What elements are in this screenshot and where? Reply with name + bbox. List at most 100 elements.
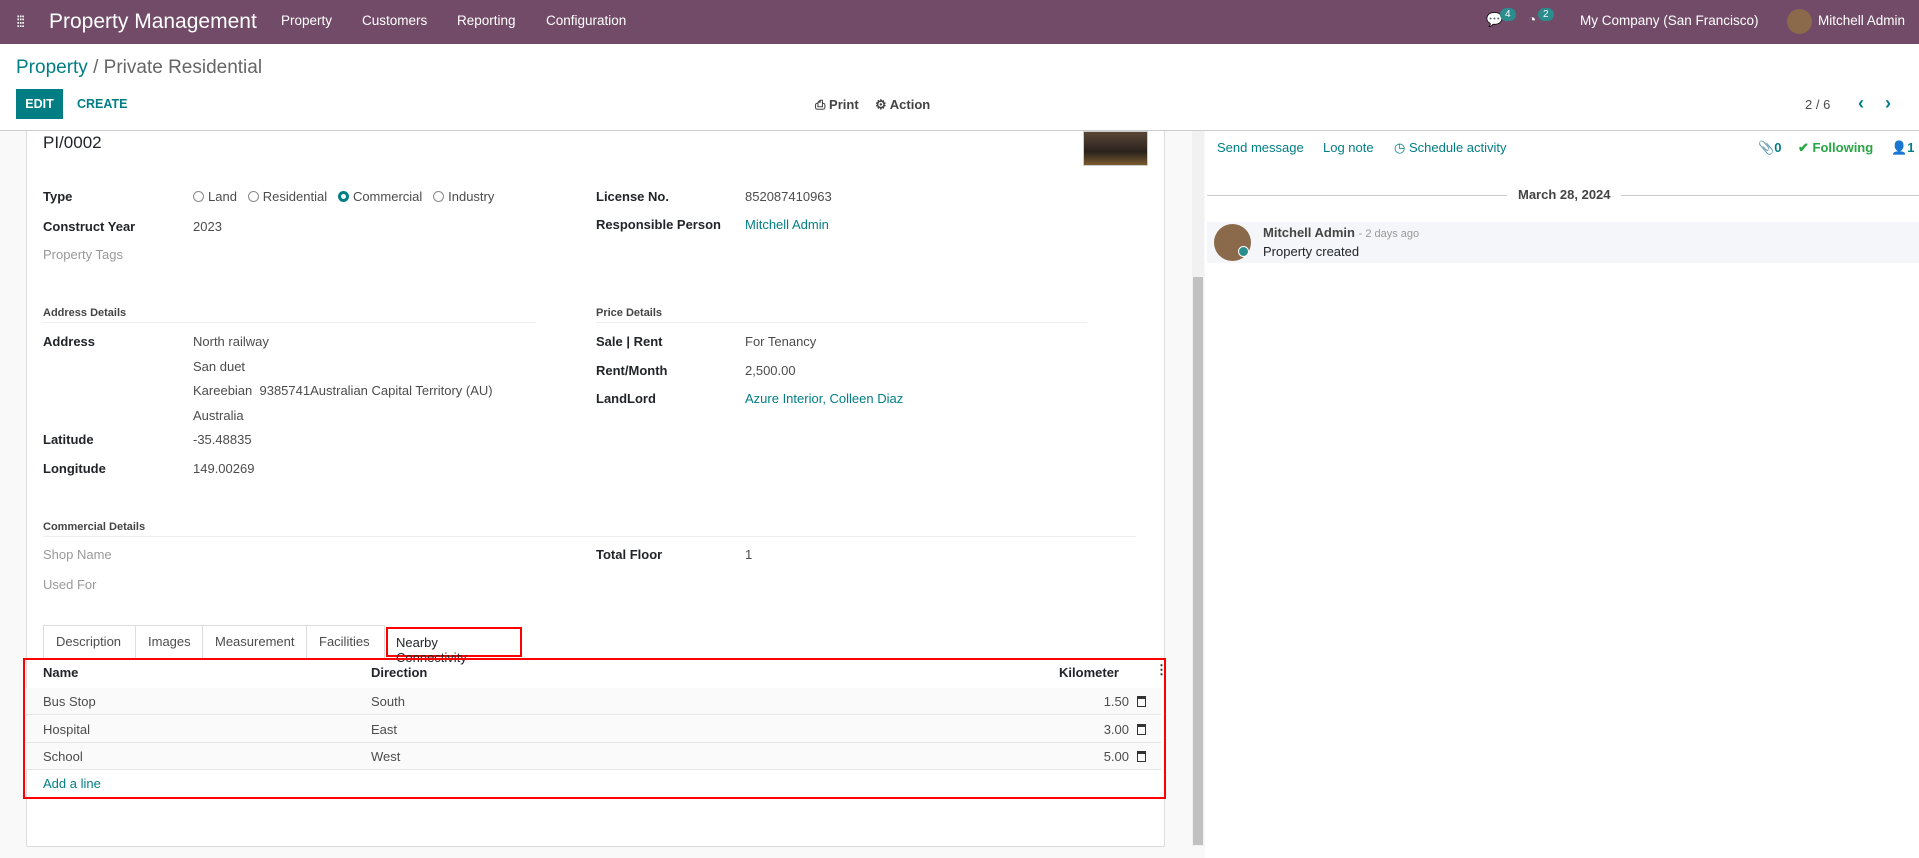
sale-rent-field[interactable]: For Tenancy (745, 334, 817, 349)
menu-reporting[interactable]: Reporting (457, 13, 516, 28)
user-avatar[interactable] (1787, 9, 1812, 34)
rent-month-field[interactable]: 2,500.00 (745, 363, 796, 378)
total-floor-field[interactable]: 1 (745, 547, 753, 562)
divider (1621, 195, 1919, 196)
message-time: - 2 days ago (1358, 228, 1420, 240)
activities-icon[interactable]: ◔ (1528, 12, 1537, 27)
pager-previous-icon[interactable]: ‹ (1858, 93, 1864, 113)
scrollbar[interactable] (1192, 131, 1204, 846)
delete-row-icon[interactable] (1137, 696, 1146, 707)
latitude-field[interactable]: -35.48835 (193, 432, 252, 447)
table-row[interactable] (26, 688, 1161, 715)
shop-name-label: Shop Name (43, 547, 112, 562)
tab-description[interactable]: Description (43, 625, 136, 658)
construct-year-label: Construct Year (43, 219, 136, 234)
address-city-zip-state[interactable]: Kareebian 9385741Australian Capital Terr… (193, 383, 493, 398)
column-header-name[interactable]: Name (43, 665, 79, 680)
responsible-label: Responsible Person (596, 217, 721, 232)
longitude-label: Longitude (43, 461, 106, 476)
tab-measurement[interactable]: Measurement (202, 625, 307, 658)
create-button[interactable]: CREATE (77, 97, 128, 111)
cell-direction[interactable]: South (371, 694, 405, 709)
print-label: Print (829, 97, 859, 112)
highlight-box (23, 658, 1166, 799)
delete-row-icon[interactable] (1137, 724, 1146, 735)
tab-facilities[interactable]: Facilities (306, 625, 385, 658)
message-item (1207, 222, 1919, 263)
messages-icon[interactable]: 💬 (1486, 12, 1503, 27)
breadcrumb-current: Private Residential (103, 57, 263, 78)
type-label: Type (43, 189, 73, 204)
company-switcher[interactable]: My Company (San Francisco) (1580, 13, 1759, 28)
user-menu[interactable]: Mitchell Admin (1818, 13, 1906, 28)
paperclip-icon: 📎 (1758, 140, 1775, 155)
responsible-link[interactable]: Mitchell Admin (745, 217, 829, 232)
cell-name[interactable]: Bus Stop (43, 694, 96, 709)
following-button[interactable]: ✔ Following (1798, 140, 1874, 155)
divider (43, 322, 536, 323)
cell-name[interactable]: Hospital (43, 722, 90, 737)
column-header-direction[interactable]: Direction (371, 665, 428, 680)
menu-property[interactable]: Property (281, 13, 333, 28)
breadcrumb-parent[interactable]: Property (16, 57, 88, 78)
cell-kilometer[interactable]: 3.00 (1103, 722, 1129, 737)
message-body: Property created (1263, 244, 1360, 259)
followers-button[interactable]: 👤1 (1891, 140, 1915, 155)
edit-button[interactable]: EDIT (16, 89, 63, 119)
delete-row-icon[interactable] (1137, 751, 1146, 762)
sale-rent-label: Sale | Rent (596, 334, 663, 349)
cell-direction[interactable]: East (371, 722, 398, 737)
table-row[interactable] (26, 716, 1161, 743)
app-title[interactable]: Property Management (49, 10, 257, 33)
address-section-title: Address Details (43, 307, 127, 319)
tab-images[interactable]: Images (135, 625, 203, 658)
commercial-section-title: Commercial Details (43, 521, 146, 533)
user-icon: 👤 (1891, 140, 1908, 155)
print-button[interactable]: ⎙ Print (815, 97, 859, 113)
rent-month-label: Rent/Month (596, 363, 668, 378)
radio-residential[interactable]: Residential (247, 189, 327, 204)
property-image[interactable] (1083, 131, 1148, 166)
price-section-title: Price Details (596, 307, 663, 319)
radio-land[interactable]: Land (193, 189, 237, 204)
menu-customers[interactable]: Customers (362, 13, 428, 28)
divider (1207, 195, 1507, 196)
date-separator: March 28, 2024 (1518, 187, 1611, 202)
column-header-kilometer[interactable]: Kilometer (1059, 665, 1119, 680)
license-label: License No. (596, 189, 669, 204)
radio-commercial[interactable]: Commercial (337, 189, 422, 204)
optional-columns-icon[interactable]: ⋮ (1155, 662, 1168, 677)
used-for-label: Used For (43, 577, 97, 592)
action-label: Action (889, 97, 931, 112)
send-message-button[interactable]: Send message (1217, 140, 1304, 155)
message-author[interactable]: Mitchell Admin (1263, 225, 1355, 240)
gear-icon: ⚙ (875, 97, 887, 112)
address-street[interactable]: North railway (193, 334, 269, 349)
attachments-button[interactable]: 📎0 (1758, 140, 1782, 155)
menu-configuration[interactable]: Configuration (546, 13, 627, 28)
divider (596, 322, 1087, 323)
table-row[interactable] (26, 743, 1161, 770)
radio-industry[interactable]: Industry (433, 189, 494, 204)
activities-badge: 2 (1538, 8, 1554, 21)
add-line-link[interactable]: Add a line (43, 776, 101, 791)
cell-kilometer[interactable]: 5.00 (1103, 749, 1129, 764)
tab-nearby-connectivity[interactable]: Nearby Connectivity (386, 627, 522, 665)
divider (43, 536, 1136, 537)
log-note-button[interactable]: Log note (1323, 140, 1374, 155)
longitude-field[interactable]: 149.00269 (193, 461, 255, 476)
license-field[interactable]: 852087410963 (745, 189, 832, 204)
latitude-label: Latitude (43, 432, 94, 447)
apps-menu-icon[interactable]: ⁞⁞⁞ (16, 14, 25, 31)
pager-next-icon[interactable]: › (1885, 93, 1891, 113)
address-country[interactable]: Australia (193, 408, 244, 423)
construct-year-field[interactable]: 2023 (193, 219, 222, 234)
cell-name[interactable]: School (43, 749, 83, 764)
cell-kilometer[interactable]: 1.50 (1103, 694, 1129, 709)
action-button[interactable]: ⚙ Action (875, 97, 930, 113)
schedule-activity-button[interactable]: ◷ Schedule activity (1394, 140, 1507, 156)
landlord-link[interactable]: Azure Interior, Colleen Diaz (745, 391, 904, 406)
address-street2[interactable]: San duet (193, 359, 246, 374)
messages-badge: 4 (1500, 8, 1516, 21)
cell-direction[interactable]: West (371, 749, 401, 764)
